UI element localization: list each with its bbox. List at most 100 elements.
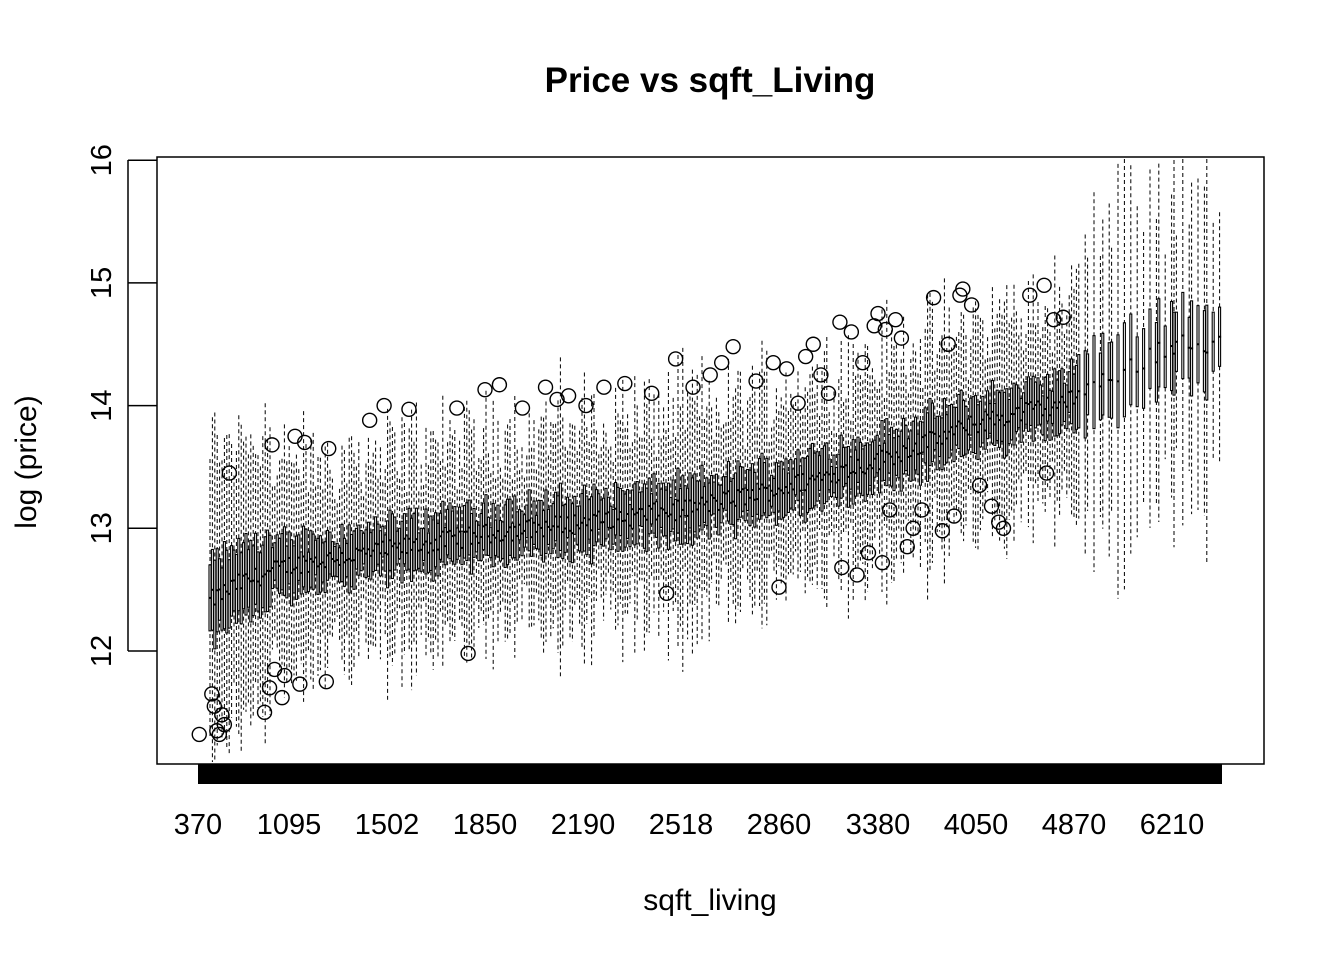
outlier-point bbox=[1045, 312, 1062, 328]
y-tick-label: 14 bbox=[86, 389, 118, 421]
outlier-point bbox=[296, 434, 313, 451]
y-tick-label: 15 bbox=[86, 267, 118, 299]
outlier-point bbox=[264, 437, 280, 453]
box bbox=[1157, 163, 1161, 523]
outlier-point bbox=[983, 498, 1000, 514]
outlier-point bbox=[860, 545, 877, 561]
y-tick-label: 13 bbox=[86, 512, 118, 544]
outlier-point bbox=[376, 397, 392, 414]
outlier-point bbox=[925, 289, 942, 306]
outlier-point bbox=[514, 400, 531, 416]
outlier-point bbox=[214, 707, 230, 723]
outlier-point bbox=[321, 440, 337, 457]
outlier-point bbox=[1036, 277, 1052, 294]
outlier-point bbox=[832, 314, 848, 330]
outlier-point bbox=[748, 373, 764, 389]
outlier-point bbox=[887, 312, 904, 328]
box bbox=[1196, 178, 1200, 511]
outlier-point bbox=[644, 385, 660, 402]
x-axis-ticks-band bbox=[198, 764, 1222, 784]
outlier-point bbox=[882, 502, 898, 518]
box bbox=[1122, 159, 1126, 590]
outlier-point bbox=[216, 716, 233, 733]
outlier-point bbox=[855, 354, 871, 371]
outlier-point bbox=[578, 397, 594, 414]
y-axis-label: log (price) bbox=[10, 395, 43, 528]
outlier-point bbox=[449, 400, 465, 416]
outlier-point bbox=[905, 520, 921, 536]
y-tick-label: 12 bbox=[86, 635, 118, 667]
boxes bbox=[208, 159, 1222, 762]
outlier-point bbox=[813, 367, 829, 383]
outlier-point bbox=[702, 367, 718, 383]
box bbox=[1181, 159, 1185, 526]
box bbox=[1086, 257, 1090, 511]
outlier-point bbox=[805, 336, 821, 352]
y-ticks: 12 13 14 15 16 bbox=[86, 144, 157, 667]
outlier-point bbox=[256, 704, 273, 721]
chart-title: Price vs sqft_Living bbox=[545, 61, 876, 100]
outlier-point bbox=[1055, 309, 1071, 325]
outlier-point bbox=[877, 321, 894, 338]
outlier-point bbox=[560, 388, 577, 404]
x-tick-label: 1850 bbox=[453, 809, 518, 841]
box bbox=[1142, 231, 1146, 505]
outlier-point bbox=[537, 379, 554, 395]
outlier-point bbox=[318, 673, 335, 690]
box bbox=[1129, 165, 1133, 554]
outlier-point bbox=[771, 579, 787, 595]
outlier-point bbox=[893, 330, 910, 346]
x-tick-labels: 370 1095 1502 1850 2190 2518 2860 3380 4050 4870 6… bbox=[174, 809, 1204, 841]
outlier-point bbox=[361, 412, 378, 429]
outliers bbox=[191, 277, 1071, 743]
outlier-point bbox=[401, 401, 417, 417]
box bbox=[1116, 163, 1120, 599]
x-tick-label: 370 bbox=[174, 809, 222, 841]
outlier-point bbox=[221, 465, 238, 481]
outlier-point bbox=[685, 379, 701, 395]
outlier-point bbox=[995, 520, 1012, 536]
box bbox=[1218, 212, 1222, 462]
box bbox=[1205, 159, 1209, 565]
x-tick-label: 1095 bbox=[257, 809, 322, 841]
outlier-point bbox=[211, 726, 228, 743]
outlier-point bbox=[658, 585, 675, 602]
outlier-point bbox=[266, 661, 283, 678]
outlier-point bbox=[617, 375, 633, 392]
x-tick-label: 1502 bbox=[355, 809, 420, 841]
outlier-point bbox=[843, 324, 860, 340]
x-tick-label: 4050 bbox=[944, 809, 1009, 841]
box bbox=[1174, 235, 1178, 449]
y-tick-label: 16 bbox=[86, 144, 118, 176]
outlier-point bbox=[713, 354, 730, 371]
x-tick-label: 3380 bbox=[846, 809, 911, 841]
outlier-point bbox=[790, 395, 806, 411]
box bbox=[1077, 263, 1081, 519]
x-tick-label: 2860 bbox=[747, 809, 812, 841]
outlier-point bbox=[596, 379, 612, 395]
box bbox=[402, 423, 406, 655]
outlier-point bbox=[477, 381, 493, 398]
outlier-point bbox=[834, 559, 850, 576]
outlier-point bbox=[991, 514, 1007, 530]
x-tick-label: 2190 bbox=[551, 809, 616, 841]
y-axis: 12 13 14 15 16 bbox=[86, 144, 157, 667]
outlier-point bbox=[667, 351, 684, 367]
box bbox=[890, 330, 894, 583]
outlier-point bbox=[1038, 465, 1055, 481]
outlier-point bbox=[261, 680, 278, 696]
box bbox=[1101, 219, 1105, 529]
x-tick-label: 4870 bbox=[1042, 809, 1107, 841]
outlier-point bbox=[870, 305, 886, 322]
outlier-point bbox=[549, 391, 565, 408]
outlier-point bbox=[849, 567, 865, 583]
box bbox=[1110, 247, 1114, 513]
outlier-point bbox=[940, 336, 956, 352]
outlier-point bbox=[765, 354, 781, 371]
outlier-point bbox=[204, 686, 220, 702]
outlier-point bbox=[491, 377, 508, 393]
box bbox=[1148, 169, 1152, 528]
outlier-point bbox=[191, 726, 207, 743]
box bbox=[1190, 182, 1194, 515]
x-axis-label: sqft_living bbox=[643, 884, 776, 917]
